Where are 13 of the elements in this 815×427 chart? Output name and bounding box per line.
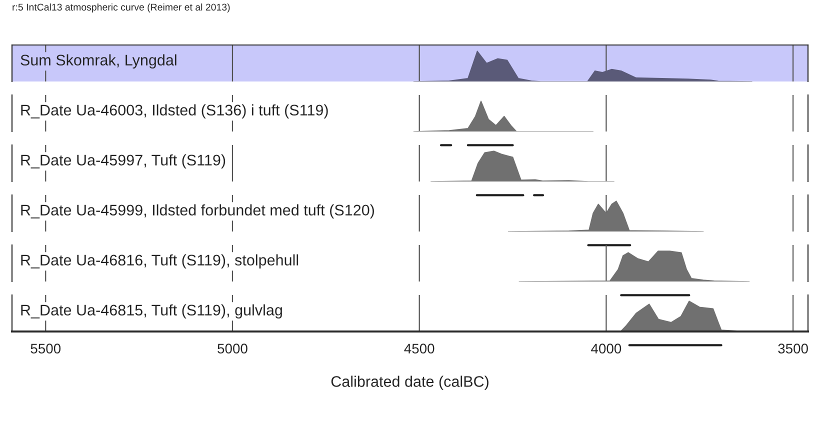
chart-title: R_Date Ua-45997, Tuft (S119): [21, 154, 226, 169]
x-tick-label: 4500: [404, 344, 434, 354]
x-tick-label: 4000: [591, 344, 622, 354]
x-axis-title: Calibrated date (calBC): [331, 376, 488, 390]
chart-title: R_Date Ua-46816, Tuft (S119), stolpehull: [21, 254, 298, 269]
chart-title: R_Date Ua-45999, Ildsted forbundet med tuft (S120): [21, 204, 374, 219]
chart-title: R_Date Ua-46815, Tuft (S119), gulvlag: [21, 304, 282, 319]
x-tick-label: 5000: [218, 344, 248, 354]
x-tick-label: 5500: [30, 344, 61, 354]
chart-title: R_Date Ua-46003, Ildsted (S136) i tuft (S119): [21, 104, 328, 119]
chart-title: Sum Skomrak, Lyngdal: [20, 54, 176, 69]
x-tick-label: 3500: [778, 344, 808, 354]
text: r:5 IntCal13 atmospheric curve (Reimer et al 2013): [12, 3, 230, 13]
